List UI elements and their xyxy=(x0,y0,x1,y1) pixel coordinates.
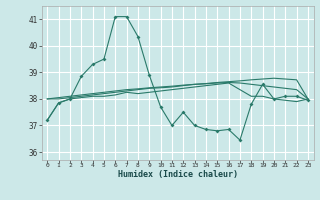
X-axis label: Humidex (Indice chaleur): Humidex (Indice chaleur) xyxy=(118,170,237,179)
